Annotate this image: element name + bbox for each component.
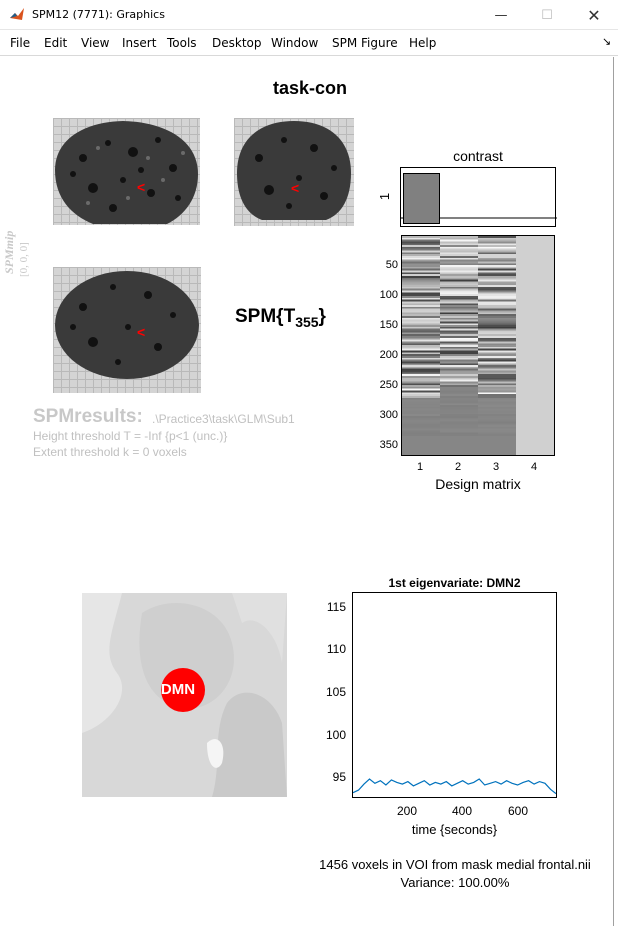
voi-info-variance: Variance: 100.00%	[400, 875, 510, 890]
design-ytick-250: 250	[379, 379, 398, 391]
matlab-icon	[10, 8, 24, 20]
design-matrix-column-1	[402, 236, 440, 455]
design-ytick-100: 100	[379, 289, 398, 301]
design-matrix-xlabel: Design matrix	[435, 476, 521, 492]
design-matrix-column-2	[440, 236, 478, 455]
mip-axial-image	[55, 271, 199, 379]
mip-coronal-image	[237, 121, 351, 220]
design-matrix-column-3	[478, 236, 516, 455]
mip-marker-coronal: <	[291, 180, 300, 196]
menu-edit[interactable]: Edit	[44, 36, 68, 50]
design-ytick-50: 50	[385, 259, 398, 271]
menu-view[interactable]: View	[81, 36, 110, 50]
design-xtick-3: 3	[492, 461, 500, 473]
design-xtick-1: 1	[416, 461, 424, 473]
design-xtick-4: 4	[530, 461, 538, 473]
contrast-title: contrast	[453, 148, 503, 164]
mip-marker-axial: <	[137, 324, 146, 340]
design-ytick-350: 350	[379, 439, 398, 451]
contrast-weight-bar	[403, 173, 440, 224]
graphics-canvas: task-con < <	[0, 57, 614, 926]
design-matrix-column-4	[516, 236, 554, 455]
menu-tools[interactable]: Tools	[167, 36, 197, 50]
menu-window[interactable]: Window	[271, 36, 319, 50]
mip-sagittal: <	[53, 118, 200, 225]
mip-coronal: <	[234, 118, 354, 226]
voi-info-voxels: 1456 voxels in VOI from mask medial fron…	[319, 857, 591, 872]
mip-sagittal-image	[55, 121, 198, 224]
eig-ytick-100: 100	[325, 728, 346, 742]
spm-statistic-df: 355	[295, 313, 319, 330]
window-title: SPM12 (7771): Graphics	[32, 8, 165, 21]
menu-desktop[interactable]: Desktop	[212, 36, 262, 50]
mip-marker-sagittal: <	[137, 179, 146, 195]
menu-insert[interactable]: Insert	[122, 36, 157, 50]
menu-bar: File Edit View Insert Tools Desktop Wind…	[0, 30, 618, 56]
eig-xtick-600: 600	[507, 804, 529, 818]
spm-mip-logo-text: SPMmip	[2, 231, 16, 274]
eigenvariate-axes	[352, 592, 557, 798]
eigenvariate-plot	[352, 778, 557, 795]
spm-statistic-label: SPM{T355}	[235, 306, 326, 330]
spm-mip-logo: SPMmip	[2, 231, 16, 274]
figure-title: task-con	[272, 78, 348, 98]
mip-axial: <	[53, 267, 201, 393]
minimize-button[interactable]: —	[494, 7, 508, 23]
menu-help[interactable]: Help	[409, 36, 437, 50]
eigenvariate-xlabel: time {seconds}	[411, 822, 498, 837]
roi-marker	[161, 668, 205, 712]
eigenvariate-series-line	[352, 778, 557, 795]
design-ytick-200: 200	[379, 349, 398, 361]
mip-coords-text: [0, 0, 0]	[18, 242, 30, 277]
close-button[interactable]: ✕	[587, 5, 601, 25]
maximize-button[interactable]: ☐	[541, 7, 553, 23]
spm-statistic-close: }	[318, 306, 326, 327]
design-matrix-image	[401, 235, 555, 456]
spm-results-path: .\Practice3\task\GLM\Sub1	[152, 412, 295, 426]
eig-ytick-110: 110	[326, 642, 346, 656]
eig-xtick-400: 400	[451, 804, 473, 818]
mip-coords: [0, 0, 0]	[18, 242, 30, 277]
height-threshold-text: Height threshold T = -Inf {p<1 (unc.)}	[33, 429, 228, 443]
spm-results-title: SPMresults:	[33, 406, 143, 427]
eig-xtick-200: 200	[396, 804, 418, 818]
eigenvariate-title: 1st eigenvariate: DMN2	[388, 576, 521, 590]
design-ytick-300: 300	[379, 409, 398, 421]
eig-ytick-115: 115	[326, 600, 346, 614]
extent-threshold-text: Extent threshold k = 0 voxels	[33, 445, 187, 459]
eig-ytick-95: 95	[332, 770, 346, 784]
spm-statistic-main: SPM{T	[235, 306, 296, 327]
menu-file[interactable]: File	[10, 36, 31, 50]
eig-ytick-105: 105	[325, 685, 346, 699]
design-ytick-150: 150	[379, 319, 398, 331]
roi-label: DMN	[160, 681, 196, 698]
menu-spm-figure[interactable]: SPM Figure	[332, 36, 398, 50]
dock-arrow-icon[interactable]: ↘	[602, 36, 612, 48]
contrast-ylabel: 1	[377, 192, 393, 201]
title-bar: SPM12 (7771): Graphics — ☐ ✕	[0, 0, 618, 30]
design-xtick-2: 2	[454, 461, 462, 473]
